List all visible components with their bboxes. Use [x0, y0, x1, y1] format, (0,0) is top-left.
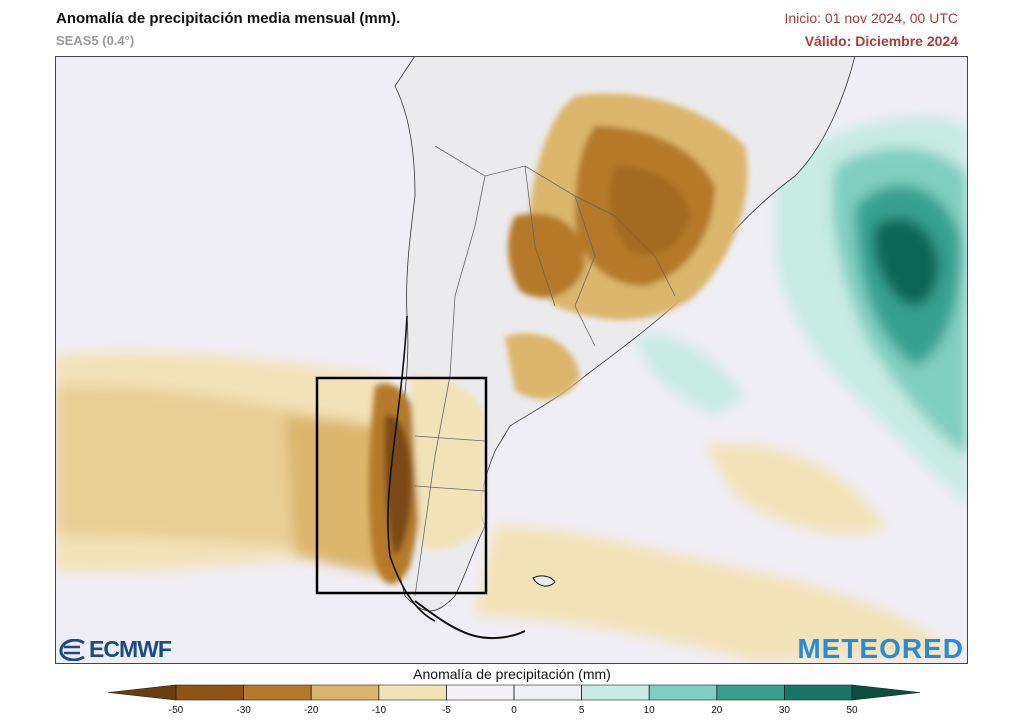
colorbar-swatch [446, 684, 515, 701]
pacific-dry-anomaly [55, 352, 385, 576]
colorbar-tick-label: -10 [372, 705, 387, 716]
colorbar: -50 -30 -20 -10 -5 0 5 10 20 30 50 [107, 684, 921, 716]
colorbar-tick-label: -30 [236, 705, 251, 716]
colorbar-tick-label: 50 [846, 705, 858, 716]
valid-date: Válido: Diciembre 2024 [804, 33, 958, 49]
colorbar-arrow-right [851, 684, 921, 701]
patagonia-dry-anomaly [368, 376, 485, 585]
colorbar-tick-label: 5 [579, 705, 585, 716]
colorbar-tick-label: 30 [779, 705, 791, 716]
colorbar-swatch [310, 684, 380, 701]
colorbar-tick-label: -20 [304, 705, 319, 716]
malvinas-islands [532, 575, 556, 587]
colorbar-tick-label: 0 [511, 705, 517, 716]
colorbar-tick-label: 10 [644, 705, 656, 716]
colorbar-tick-label: 20 [711, 705, 723, 716]
atlantic-wet-anomaly [635, 116, 968, 507]
model-label: SEAS5 (0.4°) [56, 33, 135, 48]
map-title: Anomalía de precipitación media mensual … [56, 10, 401, 27]
legend-title: Anomalía de precipitación (mm) [413, 666, 611, 682]
colorbar-swatch [648, 684, 718, 701]
meteored-logo: METEORED [797, 633, 964, 664]
colorbar-swatch [784, 684, 853, 701]
colorbar-tick-label: -50 [169, 705, 184, 716]
colorbar-swatch [513, 684, 582, 701]
colorbar-swatch [243, 684, 312, 701]
precipitation-anomaly-map [55, 56, 968, 664]
map-frame [55, 56, 968, 664]
ecmwf-mark-icon [59, 638, 85, 661]
colorbar-swatch [581, 684, 650, 701]
continental-dry-anomaly [505, 93, 748, 400]
tierra-del-fuego [414, 600, 526, 640]
colorbar-swatch [716, 684, 785, 701]
ecmwf-logo: ECMWF [58, 636, 172, 663]
atlantic-dry-patches [475, 444, 955, 661]
init-date: Inicio: 01 nov 2024, 00 UTC [784, 10, 958, 26]
colorbar-tick-label: -5 [442, 705, 451, 716]
ecmwf-logo-text: ECMWF [89, 636, 172, 662]
country-borders [414, 145, 676, 597]
patagonia-highlight-box [315, 376, 488, 595]
colorbar-arrow-left [107, 684, 177, 701]
colorbar-swatch [378, 684, 447, 701]
colorbar-swatch [175, 684, 244, 701]
